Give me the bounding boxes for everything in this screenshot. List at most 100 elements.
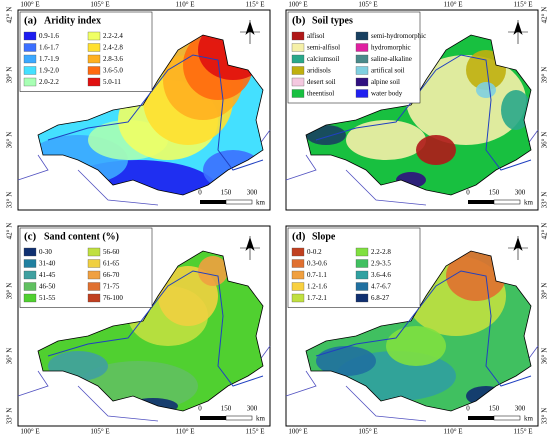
map-region (346, 120, 426, 160)
legend-swatch (23, 247, 37, 257)
scale-bar (200, 416, 226, 420)
legend-label: 1.9-2.0 (39, 67, 59, 75)
legend-swatch (355, 259, 369, 268)
map-region (416, 135, 456, 165)
legend-swatch (23, 66, 37, 75)
legend-swatch (291, 259, 305, 268)
legend-label: 5.0-11 (103, 78, 121, 86)
map-panel: (b) Soil types alfisol semi-alfisol calciums… (285, 9, 539, 211)
longitude-label: 115° E (513, 1, 532, 9)
legend-label: 71-75 (103, 283, 120, 291)
legend-swatch (355, 43, 369, 52)
legend-label: 56-60 (103, 248, 120, 256)
legend-swatch (87, 43, 101, 52)
legend-box (287, 11, 421, 104)
plateau-outline (37, 250, 264, 412)
legend-label: 66-70 (103, 271, 120, 279)
legend-swatch (291, 31, 305, 41)
legend-swatch (23, 270, 37, 280)
legend-label: hydromorphic (371, 44, 411, 52)
scale-label: 300 (247, 189, 258, 197)
legend-label: 0.9-1.6 (39, 32, 59, 40)
legend-swatch (291, 293, 305, 303)
legend-swatch (355, 247, 369, 257)
scale-bar (225, 415, 253, 421)
legend-swatch (87, 270, 101, 280)
map-region (476, 82, 496, 98)
scale-bar (468, 416, 494, 420)
longitude-label: 100° E (288, 1, 307, 9)
longitude-label: 105° E (358, 428, 377, 436)
longitude-label: 115° E (513, 428, 532, 436)
legend-swatch (23, 77, 37, 87)
legend-swatch (291, 247, 305, 257)
scale-label: 0 (466, 189, 470, 197)
legend-label: alpine soil (371, 78, 400, 86)
map-region (316, 346, 376, 376)
legend-title: Aridity index (44, 15, 101, 26)
river (315, 54, 532, 171)
legend-swatch (23, 293, 37, 303)
legend-swatch (23, 282, 37, 291)
legend-box (19, 227, 153, 308)
legend-swatch (355, 293, 369, 303)
plateau-outline (37, 34, 264, 196)
scale-unit: km (524, 199, 534, 207)
longitude-label: 105° E (90, 1, 109, 9)
legend-label: semi-alfisol (307, 44, 340, 52)
scale-label: 300 (515, 189, 526, 197)
legend-label: 3.6-4.6 (371, 271, 391, 279)
panel-label: (a) (24, 15, 37, 27)
longitude-label: 115° E (245, 428, 264, 436)
legend-swatch (291, 66, 305, 75)
scale-label: 300 (247, 405, 258, 413)
legend-label: 2.4-2.8 (103, 44, 123, 52)
legend-label: 0.7-1.1 (307, 271, 327, 279)
legend-swatch (355, 54, 369, 64)
legend-label: 2.9-3.5 (371, 260, 391, 268)
legend-swatch (355, 31, 369, 41)
longitude-label: 110° E (443, 428, 462, 436)
longitude-label: 100° E (20, 1, 39, 9)
legend-label: desert soil (307, 78, 336, 86)
legend-swatch (87, 77, 101, 87)
scale-label: 0 (466, 405, 470, 413)
longitude-label: 110° E (175, 428, 194, 436)
scale-bar (225, 199, 253, 205)
legend-swatch (291, 89, 305, 98)
panel-label: (d) (292, 231, 306, 243)
legend-swatch (87, 31, 101, 41)
plateau-outline (305, 250, 532, 412)
scale-unit: km (256, 415, 266, 423)
legend-swatch (87, 259, 101, 268)
legend-label: saline-alkaline (371, 55, 412, 63)
latitude-label: 36° N (6, 348, 14, 365)
longitude-label: 115° E (245, 1, 264, 9)
latitude-label: 42° N (6, 223, 14, 240)
scale-label: 150 (489, 405, 500, 413)
latitude-label: 39° N (541, 67, 549, 84)
legend-label: 0.3-0.6 (307, 260, 327, 268)
latitude-label: 39° N (541, 283, 549, 300)
river (315, 270, 532, 387)
legend-label: 6.8-27 (371, 294, 390, 302)
scale-label: 0 (198, 405, 202, 413)
latitude-label: 33° N (541, 192, 549, 209)
legend-title: Sand content (%) (44, 231, 119, 242)
latitude-label: 36° N (541, 348, 549, 365)
panel-label: (c) (24, 231, 37, 243)
map-region (198, 256, 228, 286)
north-arrow (240, 20, 260, 44)
scale-label: 0 (198, 189, 202, 197)
legend-label: 46-50 (39, 283, 56, 291)
scale-bar (468, 200, 494, 204)
legend-swatch (291, 77, 305, 87)
scale-label: 150 (221, 405, 232, 413)
scale-label: 150 (489, 189, 500, 197)
legend-swatch (291, 54, 305, 64)
map-region (386, 326, 446, 366)
legend-swatch (291, 270, 305, 280)
legend-label: semi-hydromorphic (371, 32, 426, 40)
scale-label: 150 (221, 189, 232, 197)
